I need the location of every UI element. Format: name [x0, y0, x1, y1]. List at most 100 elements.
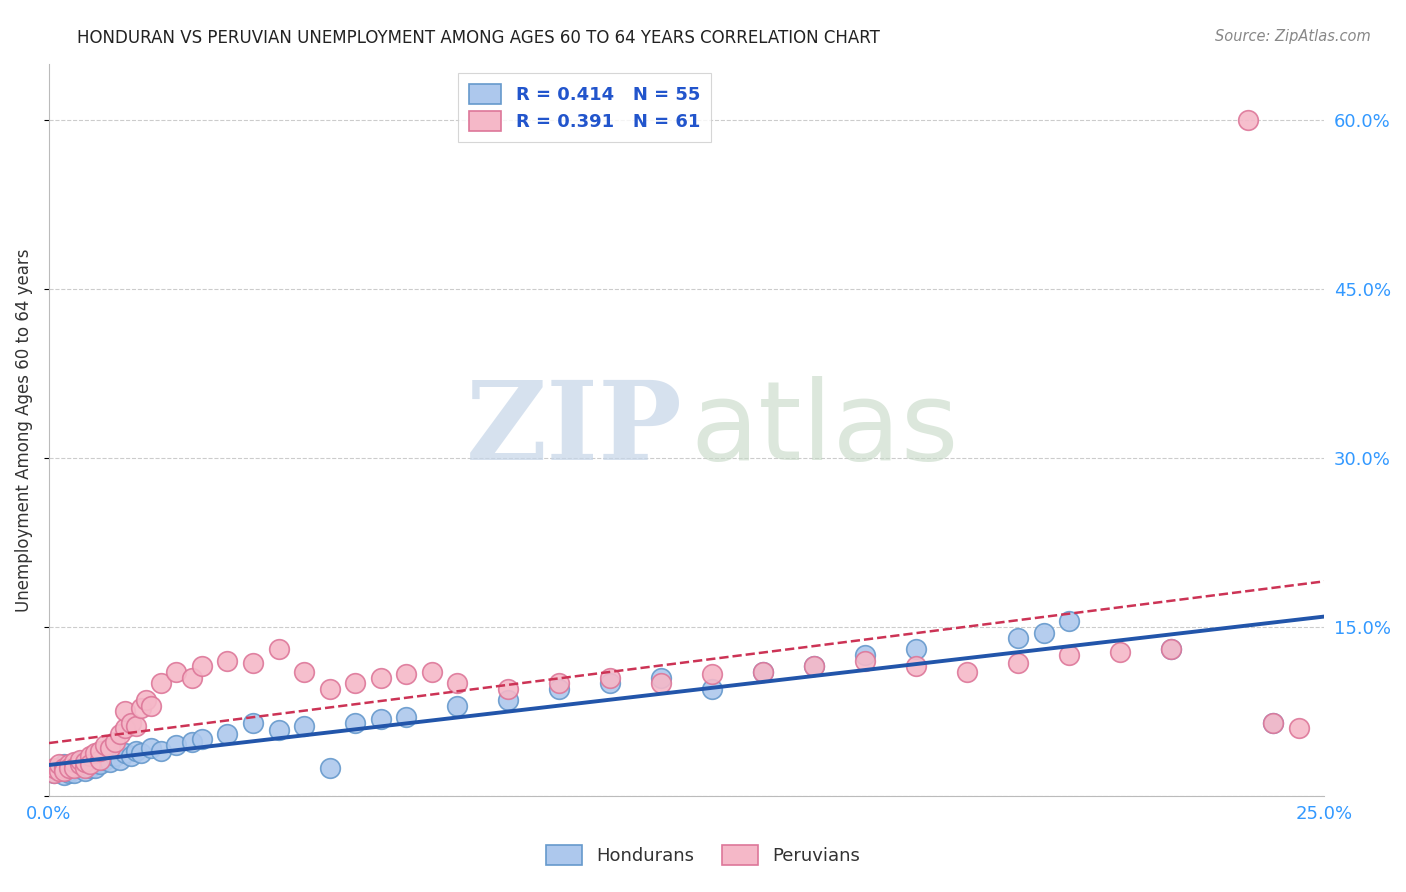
Point — [73, 764, 96, 778]
Point — [292, 719, 315, 733]
Point — [98, 755, 121, 769]
Point — [344, 676, 367, 690]
Point — [114, 704, 136, 718]
Point — [79, 761, 101, 775]
Point — [63, 761, 86, 775]
Point — [73, 757, 96, 772]
Point — [395, 667, 418, 681]
Point — [191, 732, 214, 747]
Point — [89, 757, 111, 772]
Point — [166, 738, 188, 752]
Point — [48, 761, 70, 775]
Point — [135, 693, 157, 707]
Point — [89, 753, 111, 767]
Point — [129, 746, 152, 760]
Point — [58, 757, 80, 772]
Point — [53, 757, 76, 772]
Point — [120, 715, 142, 730]
Text: Source: ZipAtlas.com: Source: ZipAtlas.com — [1215, 29, 1371, 44]
Point — [89, 755, 111, 769]
Point — [599, 676, 621, 690]
Point — [370, 712, 392, 726]
Point — [420, 665, 443, 679]
Point — [69, 757, 91, 772]
Point — [548, 681, 571, 696]
Point — [1263, 715, 1285, 730]
Point — [83, 757, 105, 772]
Point — [217, 727, 239, 741]
Point — [905, 642, 928, 657]
Point — [83, 761, 105, 775]
Point — [150, 676, 173, 690]
Point — [69, 755, 91, 769]
Point — [752, 665, 775, 679]
Point — [63, 766, 86, 780]
Point — [1057, 614, 1080, 628]
Point — [104, 735, 127, 749]
Point — [48, 764, 70, 778]
Point — [853, 648, 876, 662]
Point — [42, 766, 65, 780]
Point — [150, 744, 173, 758]
Point — [125, 719, 148, 733]
Point — [63, 755, 86, 769]
Point — [548, 676, 571, 690]
Point — [191, 659, 214, 673]
Point — [180, 735, 202, 749]
Point — [267, 642, 290, 657]
Point — [63, 761, 86, 775]
Point — [98, 741, 121, 756]
Point — [318, 681, 340, 696]
Point — [446, 676, 468, 690]
Point — [1263, 715, 1285, 730]
Text: ZIP: ZIP — [465, 376, 683, 483]
Point — [242, 715, 264, 730]
Point — [48, 764, 70, 778]
Point — [89, 744, 111, 758]
Point — [1236, 113, 1258, 128]
Point — [1160, 642, 1182, 657]
Point — [292, 665, 315, 679]
Legend: R = 0.414   N = 55, R = 0.391   N = 61: R = 0.414 N = 55, R = 0.391 N = 61 — [458, 73, 711, 142]
Point — [69, 753, 91, 767]
Point — [1109, 645, 1132, 659]
Point — [129, 701, 152, 715]
Point — [42, 766, 65, 780]
Point — [1288, 721, 1310, 735]
Point — [853, 654, 876, 668]
Point — [58, 761, 80, 775]
Point — [73, 755, 96, 769]
Point — [83, 746, 105, 760]
Point — [58, 764, 80, 778]
Point — [79, 755, 101, 769]
Point — [114, 746, 136, 760]
Point — [104, 749, 127, 764]
Point — [905, 659, 928, 673]
Point — [650, 676, 672, 690]
Point — [79, 749, 101, 764]
Point — [700, 681, 723, 696]
Point — [496, 681, 519, 696]
Point — [1007, 631, 1029, 645]
Point — [446, 698, 468, 713]
Point — [58, 766, 80, 780]
Point — [650, 671, 672, 685]
Point — [1032, 625, 1054, 640]
Point — [318, 761, 340, 775]
Point — [1007, 656, 1029, 670]
Point — [94, 753, 117, 767]
Point — [110, 753, 132, 767]
Point — [139, 698, 162, 713]
Point — [48, 757, 70, 772]
Point — [803, 659, 825, 673]
Point — [1160, 642, 1182, 657]
Point — [139, 741, 162, 756]
Y-axis label: Unemployment Among Ages 60 to 64 years: Unemployment Among Ages 60 to 64 years — [15, 248, 32, 612]
Point — [53, 768, 76, 782]
Text: atlas: atlas — [690, 376, 959, 483]
Point — [496, 693, 519, 707]
Point — [700, 667, 723, 681]
Point — [217, 654, 239, 668]
Point — [599, 671, 621, 685]
Point — [1057, 648, 1080, 662]
